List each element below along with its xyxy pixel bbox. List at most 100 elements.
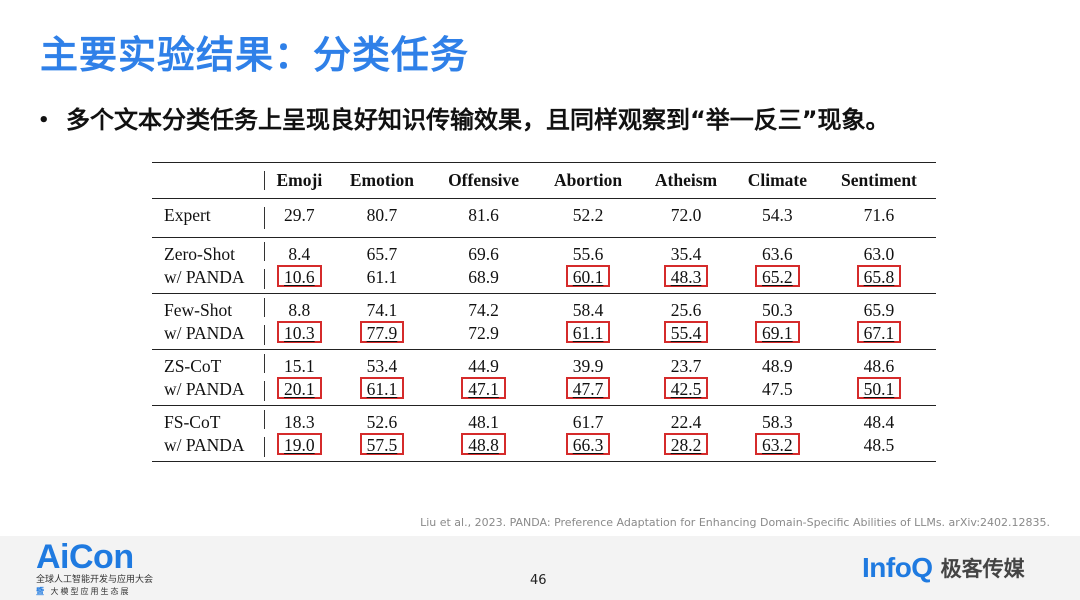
- table-cell: 35.4: [670, 244, 702, 264]
- highlighted-value: 60.1: [565, 265, 611, 287]
- column-header-atheism: Atheism: [639, 162, 733, 199]
- table-corner-cell: [152, 162, 265, 199]
- table-cell: 28.2: [639, 433, 733, 462]
- table-row: FS-CoT 18.3 52.6 48.1 61.7 22.4 58.3 48.…: [152, 406, 936, 434]
- bullet-point: • 多个文本分类任务上呈现良好知识传输效果，且同样观察到“举一反三”现象。: [38, 100, 890, 135]
- table-cell: 57.5: [333, 433, 431, 462]
- table-cell: 20.1: [265, 377, 334, 406]
- table-cell: 54.3: [732, 198, 822, 238]
- highlighted-value: 48.3: [663, 265, 709, 287]
- row-label: w/ PANDA: [152, 265, 265, 294]
- highlighted-value: 10.6: [277, 265, 322, 287]
- table-cell: 71.6: [821, 198, 936, 238]
- column-header-abortion: Abortion: [536, 162, 640, 199]
- table-header-row: Emoji Emotion Offensive Abortion Atheism…: [152, 162, 936, 199]
- table-cell: 48.4: [863, 412, 895, 432]
- table-cell: 61.1: [333, 377, 431, 406]
- highlighted-value: 28.2: [663, 433, 709, 455]
- table-cell: 53.4: [366, 356, 398, 376]
- highlighted-value: 47.1: [461, 377, 506, 399]
- table-cell: 72.0: [639, 198, 733, 238]
- infoq-wordmark: InfoQ: [862, 552, 933, 583]
- highlighted-value: 63.2: [755, 433, 800, 455]
- table-cell: 55.4: [639, 321, 733, 350]
- table-cell: 61.7: [572, 412, 604, 432]
- highlighted-value: 48.8: [461, 433, 506, 455]
- table-cell: 15.1: [284, 356, 315, 376]
- table-cell: 10.6: [265, 265, 334, 294]
- highlighted-value: 65.2: [755, 265, 800, 287]
- table-cell: 23.7: [670, 356, 702, 376]
- table-cell: 63.2: [732, 433, 822, 462]
- citation: Liu et al., 2023. PANDA: Preference Adap…: [420, 516, 1050, 529]
- row-label: Expert: [152, 198, 265, 238]
- row-label: w/ PANDA: [152, 433, 265, 462]
- highlighted-value: 65.8: [856, 265, 902, 287]
- table-cell: 25.6: [670, 300, 702, 320]
- table-row: Expert 29.7 80.7 81.6 52.2 72.0 54.3 71.…: [152, 198, 936, 238]
- highlighted-value: 67.1: [856, 321, 902, 343]
- highlighted-value: 77.9: [359, 321, 405, 343]
- table-cell: 63.6: [762, 244, 793, 264]
- aicon-subtitle: 全球人工智能开发与应用大会: [36, 575, 154, 585]
- table-cell: 67.1: [821, 321, 936, 350]
- table-cell: 77.9: [333, 321, 431, 350]
- table-cell: 48.9: [762, 356, 793, 376]
- highlighted-value: 66.3: [565, 433, 611, 455]
- table-cell: 68.9: [430, 265, 537, 294]
- table-cell: 69.6: [468, 244, 499, 264]
- highlighted-value: 10.3: [277, 321, 322, 343]
- table-row: w/ PANDA 20.1 61.1 47.1 47.7 42.5 47.5 5…: [152, 377, 936, 406]
- table-cell: 81.6: [430, 198, 537, 238]
- highlighted-value: 47.7: [565, 377, 611, 399]
- table-row: w/ PANDA 19.0 57.5 48.8 66.3 28.2 63.2 4…: [152, 433, 936, 462]
- table-cell: 8.4: [288, 244, 311, 264]
- row-label: ZS-CoT: [152, 350, 265, 378]
- row-label: FS-CoT: [152, 406, 265, 434]
- bullet-text: 多个文本分类任务上呈现良好知识传输效果，且同样观察到“举一反三”现象。: [66, 106, 890, 134]
- table-cell: 47.1: [430, 377, 537, 406]
- aicon-wordmark: AiCon: [36, 538, 134, 576]
- infoq-chinese-name: 极客传媒: [940, 557, 1025, 581]
- table-cell: 63.0: [863, 244, 895, 264]
- table-row: Zero-Shot 8.4 65.7 69.6 55.6 35.4 63.6 6…: [152, 238, 936, 266]
- row-label: Few-Shot: [152, 294, 265, 322]
- highlighted-value: 42.5: [663, 377, 709, 399]
- column-header-sentiment: Sentiment: [821, 162, 936, 199]
- table-cell: 48.8: [430, 433, 537, 462]
- highlighted-value: 69.1: [755, 321, 800, 343]
- aicon-logo: AiCon 全球人工智能开发与应用大会 暨 大模型应用生态展: [36, 540, 153, 597]
- table-cell: 42.5: [639, 377, 733, 406]
- table-cell: 10.3: [265, 321, 334, 350]
- highlighted-value: 19.0: [277, 433, 322, 455]
- table-cell: 65.2: [732, 265, 822, 294]
- table-cell: 65.8: [821, 265, 936, 294]
- bullet-dot-icon: •: [38, 110, 50, 131]
- table-cell: 39.9: [572, 356, 604, 376]
- column-header-emoji: Emoji: [265, 162, 334, 199]
- table-cell: 48.3: [639, 265, 733, 294]
- aicon-subtitle-2: 暨 大模型应用生态展: [36, 586, 153, 597]
- table-cell: 58.4: [572, 300, 604, 320]
- column-header-climate: Climate: [732, 162, 822, 199]
- table-cell: 19.0: [265, 433, 334, 462]
- footer-bar: [0, 536, 1080, 600]
- row-label: w/ PANDA: [152, 377, 265, 406]
- slide-title: 主要实验结果：分类任务: [40, 33, 470, 77]
- table-cell: 50.3: [762, 300, 793, 320]
- table-cell: 18.3: [284, 412, 315, 432]
- table-cell: 8.8: [288, 300, 311, 320]
- table-cell: 55.6: [572, 244, 604, 264]
- table-cell: 47.5: [732, 377, 822, 406]
- table-row: Few-Shot 8.8 74.1 74.2 58.4 25.6 50.3 65…: [152, 294, 936, 322]
- table-cell: 61.1: [333, 265, 431, 294]
- table-row: w/ PANDA 10.3 77.9 72.9 61.1 55.4 69.1 6…: [152, 321, 936, 350]
- table-cell: 44.9: [468, 356, 499, 376]
- table-cell: 50.1: [821, 377, 936, 406]
- highlighted-value: 50.1: [856, 377, 902, 399]
- row-label: w/ PANDA: [152, 321, 265, 350]
- table-cell: 72.9: [430, 321, 537, 350]
- highlighted-value: 55.4: [663, 321, 709, 343]
- table-cell: 69.1: [732, 321, 822, 350]
- table-cell: 58.3: [762, 412, 793, 432]
